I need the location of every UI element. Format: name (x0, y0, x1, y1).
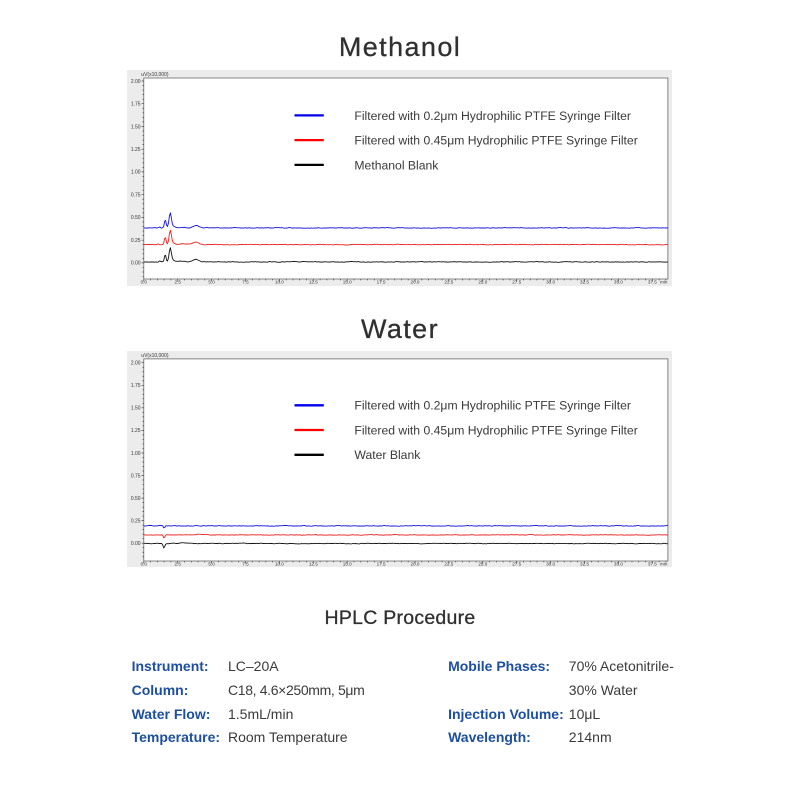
svg-text:25.0: 25.0 (478, 279, 487, 284)
svg-text:0.00: 0.00 (131, 260, 141, 266)
svg-text:10.0: 10.0 (275, 279, 284, 284)
svg-text:1.50: 1.50 (131, 405, 141, 411)
svg-text:35.0: 35.0 (614, 561, 623, 566)
svg-text:Methanol Blank: Methanol Blank (354, 158, 439, 172)
svg-text:1.00: 1.00 (131, 169, 141, 175)
svg-text:17.5: 17.5 (377, 279, 386, 284)
svg-text:0.0: 0.0 (141, 561, 148, 566)
svg-text:22.5: 22.5 (444, 279, 453, 284)
svg-text:10.0: 10.0 (275, 561, 284, 566)
svg-text:Water Blank: Water Blank (354, 448, 421, 462)
svg-text:1.75: 1.75 (131, 383, 141, 389)
svg-text:1.00: 1.00 (131, 450, 141, 456)
svg-text:20.0: 20.0 (411, 279, 420, 284)
svg-text:7.5: 7.5 (242, 561, 249, 566)
svg-text:0.00: 0.00 (131, 541, 141, 547)
svg-text:37.5: 37.5 (648, 279, 657, 284)
svg-text:17.5: 17.5 (377, 561, 386, 566)
svg-text:0.0: 0.0 (141, 279, 148, 284)
svg-text:0.50: 0.50 (131, 215, 141, 221)
svg-text:2.5: 2.5 (175, 561, 182, 566)
svg-text:5.0: 5.0 (208, 561, 215, 566)
svg-text:1.25: 1.25 (131, 147, 141, 153)
svg-text:2.5: 2.5 (175, 279, 182, 284)
svg-text:5.0: 5.0 (208, 279, 215, 284)
svg-text:32.5: 32.5 (580, 561, 589, 566)
svg-text:12.5: 12.5 (309, 279, 318, 284)
svg-text:2.00: 2.00 (131, 78, 141, 84)
svg-text:27.5: 27.5 (512, 279, 521, 284)
svg-text:37.5: 37.5 (648, 561, 657, 566)
svg-text:25.0: 25.0 (478, 561, 487, 566)
svg-text:Filtered with 0.2μm Hydrophili: Filtered with 0.2μm Hydrophilic PTFE Syr… (354, 108, 631, 122)
svg-text:1.75: 1.75 (131, 101, 141, 107)
svg-text:0.50: 0.50 (131, 495, 141, 501)
svg-text:min: min (660, 561, 668, 566)
svg-text:Filtered with 0.45μm Hydrophil: Filtered with 0.45μm Hydrophilic PTFE Sy… (354, 423, 637, 437)
svg-text:15.0: 15.0 (343, 561, 352, 566)
svg-text:min: min (660, 279, 668, 284)
svg-text:12.5: 12.5 (309, 561, 318, 566)
svg-text:30.0: 30.0 (546, 279, 555, 284)
svg-text:27.5: 27.5 (512, 561, 521, 566)
svg-text:1.50: 1.50 (131, 124, 141, 130)
svg-text:35.0: 35.0 (614, 279, 623, 284)
svg-text:Filtered with 0.45μm Hydrophil: Filtered with 0.45μm Hydrophilic PTFE Sy… (354, 133, 637, 147)
svg-text:0.25: 0.25 (131, 518, 141, 524)
svg-text:0.25: 0.25 (131, 238, 141, 244)
svg-text:30.0: 30.0 (546, 561, 555, 566)
svg-text:0.75: 0.75 (131, 192, 141, 198)
svg-text:22.5: 22.5 (444, 561, 453, 566)
svg-text:0.75: 0.75 (131, 473, 141, 479)
svg-text:7.5: 7.5 (242, 279, 249, 284)
svg-text:Filtered with 0.2μm Hydrophili: Filtered with 0.2μm Hydrophilic PTFE Syr… (354, 398, 631, 412)
svg-text:uV(x10,000): uV(x10,000) (141, 72, 169, 78)
svg-text:32.5: 32.5 (580, 279, 589, 284)
svg-text:uV(x10,000): uV(x10,000) (141, 353, 169, 359)
svg-text:15.0: 15.0 (343, 279, 352, 284)
svg-text:20.0: 20.0 (411, 561, 420, 566)
svg-text:2.00: 2.00 (131, 360, 141, 366)
svg-text:1.25: 1.25 (131, 428, 141, 434)
